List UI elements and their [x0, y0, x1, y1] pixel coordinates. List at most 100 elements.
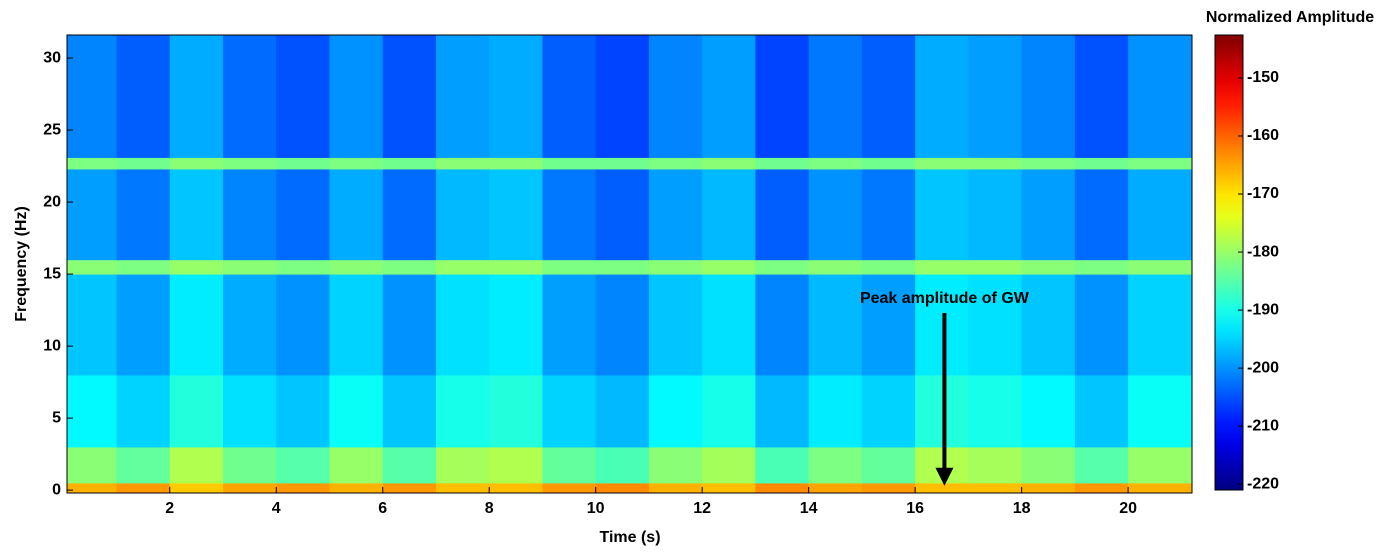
x-tick-label: 6 — [378, 500, 387, 517]
cell — [808, 35, 863, 158]
cell — [116, 259, 171, 275]
cell — [595, 482, 650, 494]
cell — [595, 157, 650, 170]
cell — [1128, 374, 1193, 448]
cell — [276, 482, 330, 494]
cell — [648, 446, 703, 484]
cell — [915, 259, 969, 275]
cell — [329, 274, 384, 376]
cell — [1021, 482, 1076, 494]
x-tick-label: 10 — [587, 500, 605, 517]
cell — [435, 274, 490, 376]
x-tick-label: 20 — [1119, 500, 1137, 517]
cell — [1021, 259, 1076, 275]
cell — [1074, 35, 1129, 158]
cell — [542, 482, 597, 494]
cell — [222, 157, 277, 170]
x-tick-label: 2 — [165, 500, 174, 517]
cell — [276, 168, 330, 261]
x-tick-label: 4 — [272, 500, 281, 517]
cell — [67, 35, 118, 158]
cell — [276, 35, 330, 158]
cell — [67, 168, 118, 261]
cell — [648, 35, 703, 158]
cell — [1074, 374, 1129, 448]
cell — [222, 35, 277, 158]
cell — [968, 259, 1023, 275]
cell — [702, 374, 756, 448]
cell — [702, 274, 756, 376]
cell — [702, 446, 756, 484]
cell — [808, 446, 863, 484]
cell — [382, 274, 437, 376]
cell — [915, 35, 969, 158]
cell — [1128, 446, 1193, 484]
cell — [169, 259, 224, 275]
colorbar-tick-label: -220 — [1247, 475, 1279, 492]
colorbar-tick-label: -160 — [1247, 127, 1279, 144]
cell — [1074, 259, 1129, 275]
cell — [1128, 35, 1193, 158]
cell — [1074, 482, 1129, 494]
cell — [67, 446, 118, 484]
x-tick-label: 14 — [800, 500, 818, 517]
cell — [382, 259, 437, 275]
cell — [169, 35, 224, 158]
cell — [755, 168, 810, 261]
colorbar-tick-label: -150 — [1247, 69, 1279, 86]
cell — [542, 446, 597, 484]
cell — [542, 259, 597, 275]
cell — [435, 157, 490, 170]
cell — [595, 374, 650, 448]
colorbar-label: Normalized Amplitude — [1206, 9, 1374, 26]
y-tick-label: 20 — [43, 193, 61, 210]
cell — [542, 274, 597, 376]
cell — [222, 482, 277, 494]
cell — [1021, 168, 1076, 261]
cell — [276, 374, 330, 448]
cell — [329, 168, 384, 261]
cell — [382, 157, 437, 170]
cell — [648, 482, 703, 494]
cell — [808, 157, 863, 170]
cell — [329, 374, 384, 448]
cell — [595, 259, 650, 275]
cell — [542, 168, 597, 261]
cell — [1021, 274, 1076, 376]
cell — [169, 446, 224, 484]
cell — [755, 446, 810, 484]
cell — [648, 374, 703, 448]
cell — [276, 259, 330, 275]
cell — [489, 157, 543, 170]
cell — [435, 446, 490, 484]
cell — [861, 168, 916, 261]
cell — [169, 274, 224, 376]
cell — [915, 168, 969, 261]
y-tick-label: 25 — [43, 121, 61, 138]
cell — [861, 374, 916, 448]
cell — [382, 168, 437, 261]
cell — [489, 168, 543, 261]
cell — [329, 259, 384, 275]
plot-frame — [66, 34, 1193, 494]
cell — [329, 35, 384, 158]
cell — [169, 157, 224, 170]
colorbar-tick-label: -190 — [1247, 301, 1279, 318]
cell — [702, 259, 756, 275]
cell — [489, 374, 543, 448]
cell — [67, 259, 118, 275]
cell — [169, 374, 224, 448]
y-tick-label: 15 — [43, 265, 61, 282]
cell — [329, 157, 384, 170]
cell — [542, 35, 597, 158]
cell — [915, 482, 969, 494]
cell — [222, 259, 277, 275]
cell — [1021, 35, 1076, 158]
cell — [1074, 274, 1129, 376]
cell — [116, 482, 171, 494]
y-tick-label: 0 — [52, 481, 61, 498]
cell — [808, 168, 863, 261]
cell — [1074, 168, 1129, 261]
cell — [1128, 482, 1193, 494]
